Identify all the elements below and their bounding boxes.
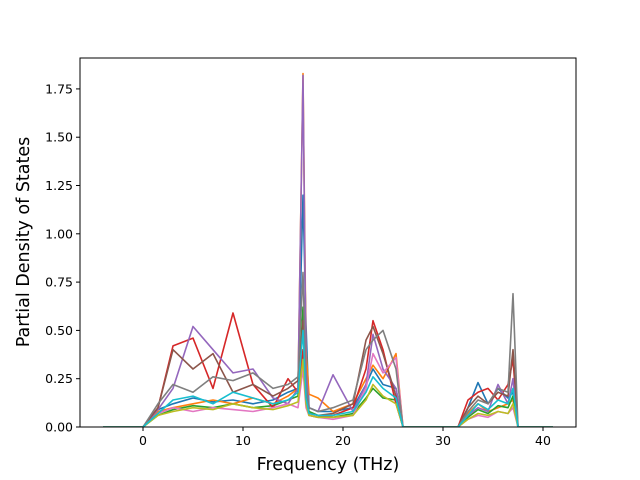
series-line-9: [103, 358, 553, 427]
y-axis-label: Partial Density of States: [14, 137, 34, 348]
y-tick-label: 0.75: [45, 275, 73, 290]
y-tick-label: 1.00: [45, 226, 73, 241]
series-line-7: [103, 352, 553, 427]
series-line-8: [103, 271, 553, 427]
x-tick-label: 40: [535, 433, 551, 448]
series-layer: [103, 72, 553, 427]
y-axis-ticks: 0.00 0.25 0.50 0.75 1.00 1.25 1.50 1.75: [45, 81, 80, 435]
x-axis-ticks: 0 10 20 30 40: [139, 427, 551, 448]
plot-area: [80, 58, 576, 427]
y-tick-label: 0.25: [45, 371, 73, 386]
x-axis-label: Frequency (THz): [257, 455, 400, 475]
y-tick-label: 1.50: [45, 130, 73, 145]
x-tick-label: 30: [435, 433, 451, 448]
x-tick-label: 10: [235, 433, 251, 448]
plot-frame: [79, 57, 577, 428]
x-tick-label: 20: [335, 433, 351, 448]
x-tick-label: 0: [139, 433, 147, 448]
y-tick-label: 1.25: [45, 178, 73, 193]
y-tick-label: 0.00: [45, 420, 73, 435]
y-tick-label: 1.75: [45, 81, 73, 96]
series-line-5: [103, 74, 553, 427]
y-tick-label: 0.50: [45, 323, 73, 338]
series-line-10: [103, 329, 553, 427]
